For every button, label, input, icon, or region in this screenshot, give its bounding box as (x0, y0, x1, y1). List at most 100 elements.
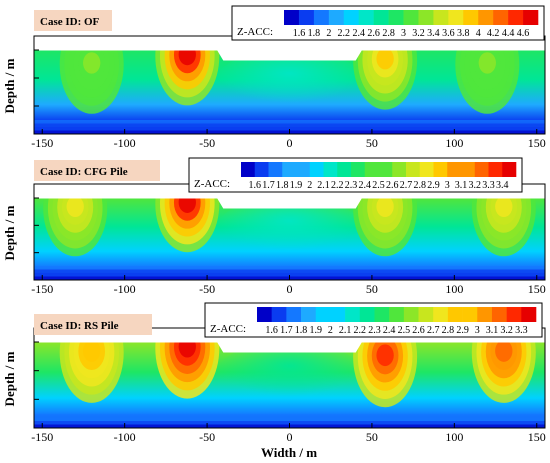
legend-level-label: 2.6 (367, 28, 380, 39)
legend-swatch (358, 10, 374, 25)
legend-swatch (502, 162, 517, 177)
legend-swatch (477, 307, 493, 322)
case-label: Case ID: RS Pile (40, 320, 119, 332)
x-tick-label: 150 (528, 430, 546, 444)
legend-swatch (323, 162, 338, 177)
legend-level-label: 4 (476, 28, 481, 39)
legend-swatch (268, 162, 283, 177)
legend-level-label: 1.6 (249, 180, 262, 191)
legend-swatch (403, 307, 419, 322)
hotspot-2-ring (376, 344, 394, 367)
x-axis-label: Width / m (261, 445, 317, 460)
legend-level-label: 1.8 (295, 325, 308, 336)
legend-level-label: 3.3 (482, 180, 495, 191)
legend-level-label: 3.2 (412, 28, 425, 39)
legend-level-label: 2 (307, 180, 312, 191)
x-tick-label: 0 (287, 430, 293, 444)
x-tick-label: -150 (31, 136, 53, 150)
y-axis-label: Depth / m (2, 351, 17, 406)
hotspot-4-ring (83, 342, 101, 362)
legend-swatch (462, 307, 478, 322)
hotspot-4-ring (495, 198, 513, 218)
legend-level-label: 1.6 (293, 28, 306, 39)
legend-swatch (447, 162, 462, 177)
cut-outline (34, 341, 545, 353)
case-label: Case ID: CFG Pile (40, 166, 128, 178)
legend-swatch (328, 10, 345, 25)
legend-level-label: 2.5 (398, 325, 411, 336)
x-tick-label: -50 (199, 282, 215, 296)
legend-swatch (418, 307, 434, 322)
legend-swatch (374, 307, 390, 322)
legend-swatch (364, 162, 379, 177)
legend-swatch (301, 307, 317, 322)
legend-swatch (493, 10, 509, 25)
legend-level-label: 3.6 (442, 28, 455, 39)
legend-title: Z-ACC: (237, 26, 273, 38)
legend-swatch (447, 307, 463, 322)
legend-level-label: 4.6 (517, 28, 530, 39)
legend-level-label: 2.8 (382, 28, 395, 39)
panel-2: -150 -100 -50 0 50 100 150 Depth / m Case ID: CF… (2, 157, 546, 296)
legend-swatch (351, 162, 366, 177)
legend-level-label: 3.3 (515, 325, 528, 336)
y-axis-label: Depth / m (2, 58, 17, 113)
legend-swatch (433, 10, 449, 25)
legend-swatch (403, 10, 419, 25)
centre-region (216, 50, 363, 109)
legend-swatch (271, 307, 287, 322)
legend-level-label: 3 (445, 180, 450, 191)
legend-level-label: 3.4 (427, 28, 440, 39)
panel-3: -150 -100 -50 0 50 100 150 Depth / m Case ID: RS… (2, 302, 546, 444)
legend-level-label: 4.2 (487, 28, 500, 39)
x-tick-label: 100 (445, 282, 463, 296)
legend-swatch (521, 307, 537, 322)
legend-level-label: 3.2 (469, 180, 482, 191)
legend-swatch (309, 162, 324, 177)
hotspot-2-ring (376, 198, 394, 218)
x-tick-label: -100 (114, 136, 136, 150)
legend-level-label: 2.3 (368, 325, 381, 336)
legend-level-label: 3.8 (457, 28, 470, 39)
legend-swatch (523, 10, 539, 25)
x-tick-label: 100 (445, 430, 463, 444)
contour-field (34, 50, 545, 134)
legend-swatch (298, 10, 315, 25)
legend-swatch (282, 162, 297, 177)
legend-swatch (359, 307, 375, 322)
legend-level-label: 2 (328, 325, 333, 336)
legend-level-label: 2.9 (456, 325, 469, 336)
legend-level-label: 2.6 (386, 180, 399, 191)
legend-swatch (406, 162, 421, 177)
case-label: Case ID: OF (40, 16, 100, 28)
case-label-box (34, 314, 152, 335)
legend-level-label: 1.6 (265, 325, 278, 336)
legend-level-label: 1.9 (309, 325, 322, 336)
hotspot-2-ring (376, 50, 394, 70)
legend-swatch (463, 10, 479, 25)
legend-level-label: 2.3 (345, 180, 358, 191)
hotspot-1-ring (178, 50, 196, 66)
legend-swatch (330, 307, 346, 322)
x-tick-label: -100 (114, 430, 136, 444)
legend-swatch (474, 162, 489, 177)
legend-swatch (254, 162, 269, 177)
case-label-box (34, 160, 160, 181)
legend-swatch (296, 162, 311, 177)
x-tick-label: -150 (31, 430, 53, 444)
legend-level-label: 2.2 (331, 180, 344, 191)
legend-swatch (388, 10, 404, 25)
legend-swatch (284, 10, 300, 25)
x-tick-label: -50 (199, 430, 215, 444)
legend-swatch (345, 307, 361, 322)
legend-swatch (313, 10, 330, 25)
legend-level-label: 2.8 (442, 325, 455, 336)
legend-swatch (491, 307, 507, 322)
legend-level-label: 2 (326, 28, 331, 39)
x-tick-label: -50 (199, 136, 215, 150)
legend-level-label: 2.6 (412, 325, 425, 336)
legend-swatch (419, 162, 434, 177)
legend-swatch (478, 10, 494, 25)
legend-level-label: 3.2 (500, 325, 513, 336)
legend-swatch (257, 307, 272, 322)
